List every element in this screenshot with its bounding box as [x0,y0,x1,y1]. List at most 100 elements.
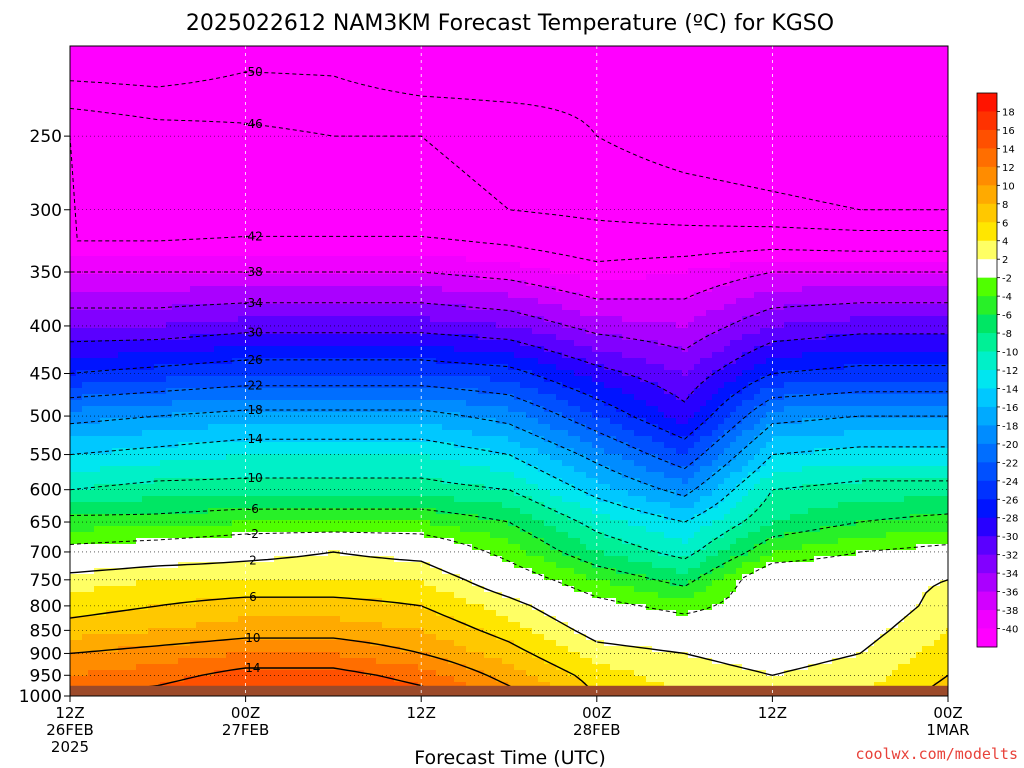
temperature-cell [154,118,161,125]
temperature-cell [808,208,815,215]
temperature-cell [568,184,575,191]
temperature-cell [82,142,89,149]
temperature-cell [124,172,131,179]
temperature-cell [370,118,377,125]
temperature-cell [862,88,869,95]
temperature-cell [430,208,437,215]
temperature-cell [598,172,605,179]
temperature-cell [82,208,89,215]
temperature-cell [394,100,401,107]
temperature-cell [730,130,737,137]
temperature-cell [568,202,575,209]
temperature-cell [538,172,545,179]
temperature-cell [466,190,473,197]
temperature-cell [460,70,467,77]
temperature-cell [202,106,209,113]
temperature-cell [214,88,221,95]
temperature-cell [784,58,791,65]
temperature-cell [172,202,179,209]
temperature-cell [520,196,527,203]
temperature-cell [436,208,443,215]
temperature-cell [598,52,605,59]
temperature-cell [592,142,599,149]
temperature-cell [388,160,395,167]
temperature-cell [868,196,875,203]
temperature-cell [856,130,863,137]
temperature-cell [316,112,323,119]
temperature-cell [322,100,329,107]
temperature-cell [646,94,653,101]
temperature-cell [910,94,917,101]
temperature-cell [616,238,623,245]
temperature-cell [412,232,419,239]
temperature-cell [112,64,119,71]
temperature-cell [670,136,677,143]
temperature-cell [724,58,731,65]
temperature-cell [94,136,101,143]
temperature-cell [382,76,389,83]
temperature-cell [550,190,557,197]
temperature-cell [142,244,149,251]
temperature-cell [526,184,533,191]
temperature-cell [250,172,257,179]
temperature-cell [682,238,689,245]
temperature-cell [508,220,515,227]
temperature-cell [382,112,389,119]
temperature-cell [76,136,83,143]
temperature-cell [856,148,863,155]
temperature-cell [256,136,263,143]
temperature-cell [694,232,701,239]
temperature-cell [256,118,263,125]
temperature-cell [454,238,461,245]
temperature-cell [412,166,419,173]
temperature-cell [640,160,647,167]
temperature-cell [406,214,413,221]
temperature-cell [946,196,948,203]
temperature-cell [940,46,947,53]
temperature-cell [730,214,737,221]
temperature-cell [334,220,341,227]
temperature-cell [700,130,707,137]
temperature-cell [682,94,689,101]
temperature-cell [826,154,833,161]
temperature-cell [766,106,773,113]
temperature-cell [712,220,719,227]
temperature-cell [832,46,839,53]
temperature-cell [748,232,755,239]
temperature-cell [922,202,929,209]
temperature-cell [628,196,635,203]
temperature-cell [874,220,881,227]
temperature-cell [238,142,245,149]
temperature-cell [382,160,389,167]
temperature-cell [550,94,557,101]
temperature-cell [898,136,905,143]
temperature-cell [478,166,485,173]
temperature-cell [274,190,281,197]
temperature-cell [754,118,761,125]
temperature-cell [940,184,947,191]
temperature-cell [574,52,581,59]
temperature-cell [184,232,191,239]
temperature-cell [874,136,881,143]
temperature-cell [478,220,485,227]
temperature-cell [772,184,779,191]
temperature-cell [502,52,509,59]
temperature-cell [496,154,503,161]
temperature-cell [724,220,731,227]
temperature-cell [460,142,467,149]
temperature-cell [880,154,887,161]
temperature-cell [568,94,575,101]
temperature-cell [508,190,515,197]
temperature-cell [328,154,335,161]
temperature-cell [214,172,221,179]
temperature-cell [472,46,479,53]
temperature-cell [412,70,419,77]
temperature-cell [370,148,377,155]
temperature-cell [508,82,515,89]
temperature-cell [646,196,653,203]
temperature-cell [688,190,695,197]
temperature-cell [610,214,617,221]
temperature-cell [598,70,605,77]
temperature-cell [622,64,629,71]
temperature-cell [652,214,659,221]
